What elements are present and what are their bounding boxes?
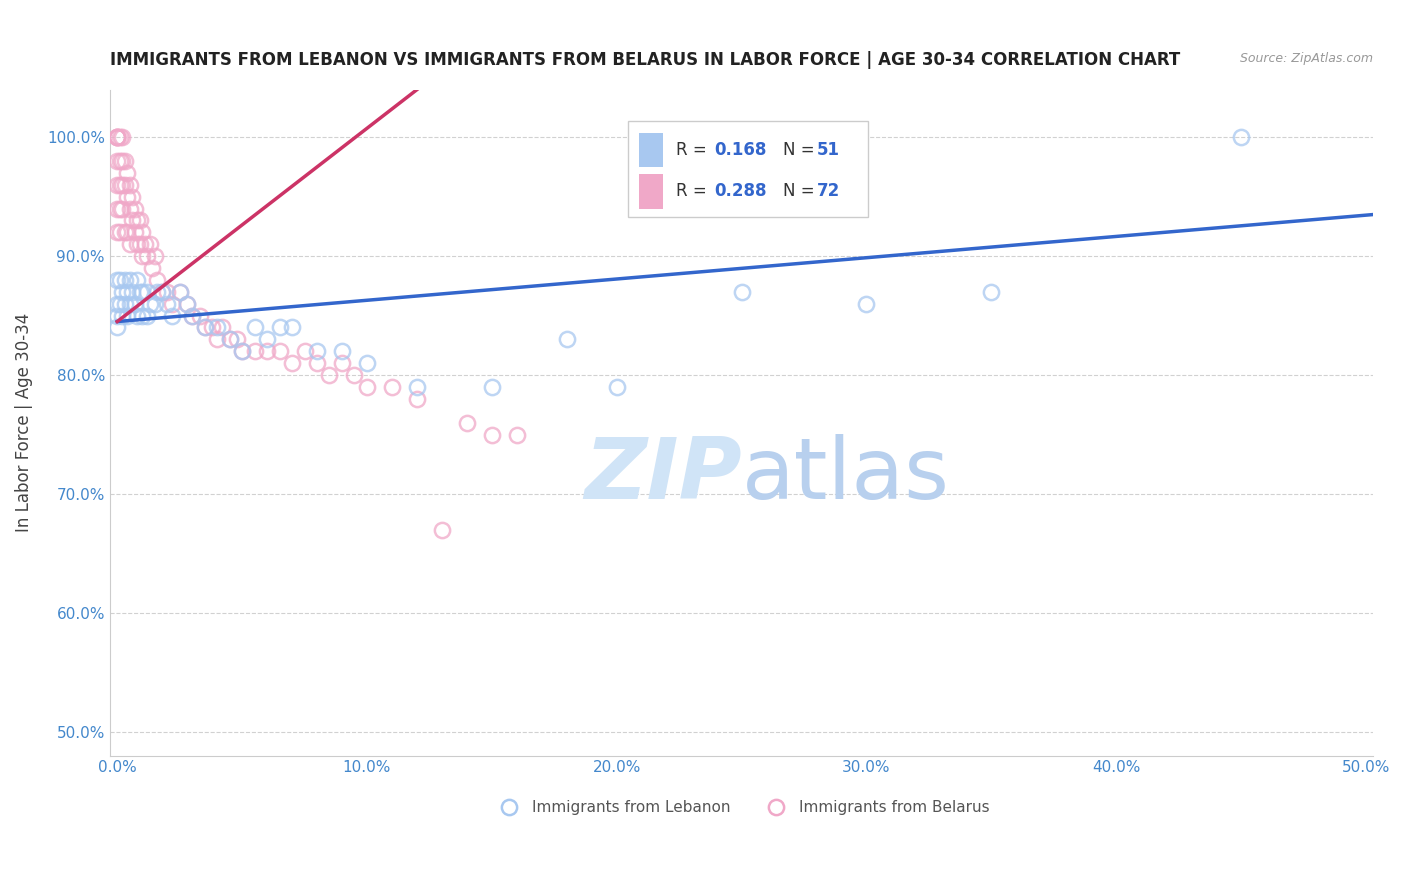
FancyBboxPatch shape: [638, 174, 662, 209]
Text: atlas: atlas: [741, 434, 949, 517]
Y-axis label: In Labor Force | Age 30-34: In Labor Force | Age 30-34: [15, 313, 32, 533]
Text: ZIP: ZIP: [583, 434, 741, 517]
Text: N =: N =: [783, 182, 820, 200]
Legend: Immigrants from Lebanon, Immigrants from Belarus: Immigrants from Lebanon, Immigrants from…: [488, 794, 995, 822]
Text: Source: ZipAtlas.com: Source: ZipAtlas.com: [1240, 52, 1374, 65]
Text: 72: 72: [817, 182, 839, 200]
Text: 0.168: 0.168: [714, 141, 766, 159]
FancyBboxPatch shape: [628, 120, 868, 217]
FancyBboxPatch shape: [638, 133, 662, 168]
Text: R =: R =: [676, 141, 711, 159]
Text: IMMIGRANTS FROM LEBANON VS IMMIGRANTS FROM BELARUS IN LABOR FORCE | AGE 30-34 CO: IMMIGRANTS FROM LEBANON VS IMMIGRANTS FR…: [110, 51, 1180, 69]
Text: 51: 51: [817, 141, 839, 159]
Text: N =: N =: [783, 141, 820, 159]
Text: R =: R =: [676, 182, 711, 200]
Text: 0.288: 0.288: [714, 182, 766, 200]
